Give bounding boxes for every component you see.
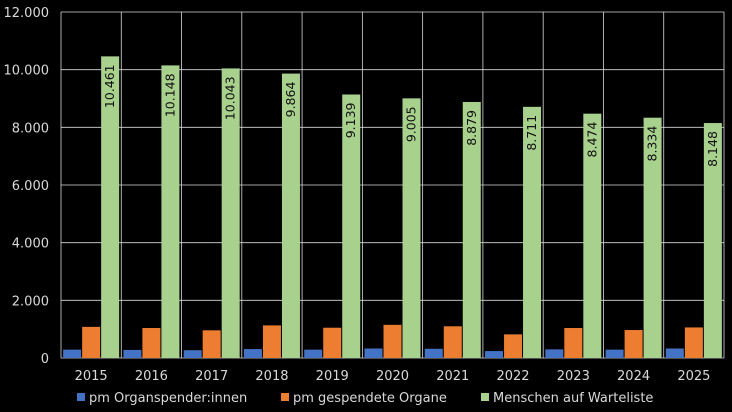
bar <box>462 101 481 358</box>
bar <box>243 349 262 358</box>
x-tick-label: 2019 <box>316 369 349 384</box>
bar-value-label: 8.334 <box>645 126 660 162</box>
bar <box>82 326 101 358</box>
legend-label: pm gespendete Organe <box>293 391 447 406</box>
bars <box>63 56 722 359</box>
y-tick-label: 12.000 <box>4 6 50 21</box>
bar <box>101 56 120 358</box>
bar <box>605 349 624 358</box>
bar <box>545 349 564 358</box>
bar <box>402 98 421 358</box>
bar <box>443 326 462 358</box>
legend-label: Menschen auf Warteliste <box>493 391 653 406</box>
bar <box>564 328 583 358</box>
bar <box>523 106 542 359</box>
grid-lines <box>60 11 725 359</box>
bar-value-label: 8.711 <box>524 115 539 151</box>
legend: pm Organspender:innen pm gespendete Organ… <box>77 391 653 406</box>
legend-item: pm Organspender:innen <box>77 391 247 406</box>
x-tick-label: 2020 <box>376 369 409 384</box>
bar <box>485 351 504 358</box>
bar-value-label: 9.005 <box>404 106 419 142</box>
x-tick-label: 2025 <box>677 369 710 384</box>
y-axis-tick-labels: 0 2.000 4.000 6.000 8.000 10.000 12.000 <box>4 6 50 367</box>
bar-value-label: 8.474 <box>584 122 599 158</box>
y-tick-label: 2.000 <box>12 294 49 309</box>
bar <box>304 349 323 358</box>
legend-item: pm gespendete Organe <box>281 391 447 406</box>
bar-value-label: 9.139 <box>343 102 358 138</box>
bar <box>183 350 202 358</box>
bar <box>342 94 361 359</box>
x-tick-label: 2015 <box>75 369 108 384</box>
bar <box>142 328 161 358</box>
data-labels: 10.461 10.148 10.043 9.864 9.139 9.005 8.879 8.… <box>102 64 720 166</box>
bar-value-label: 10.043 <box>223 76 238 120</box>
bar <box>221 68 240 359</box>
bar <box>703 123 722 358</box>
bar <box>63 349 82 358</box>
x-tick-label: 2023 <box>557 369 590 384</box>
bar <box>202 330 221 358</box>
legend-swatch <box>481 393 489 401</box>
bar <box>383 324 402 358</box>
bar <box>624 330 643 358</box>
legend-swatch <box>77 393 85 401</box>
bar <box>161 65 180 359</box>
x-tick-label: 2021 <box>436 369 469 384</box>
bar <box>504 334 523 358</box>
bar-value-label: 10.148 <box>162 73 177 117</box>
legend-item: Menschen auf Warteliste <box>481 391 653 406</box>
y-tick-label: 8.000 <box>12 121 49 136</box>
bar-value-label: 8.879 <box>464 110 479 146</box>
x-tick-label: 2024 <box>617 369 650 384</box>
legend-swatch <box>281 393 289 401</box>
x-tick-label: 2022 <box>496 369 529 384</box>
bar <box>323 327 342 358</box>
bar-value-label: 8.148 <box>705 131 720 167</box>
bar <box>583 113 602 358</box>
y-tick-label: 4.000 <box>12 237 49 252</box>
bar <box>281 73 300 358</box>
y-tick-label: 6.000 <box>12 179 49 194</box>
bar <box>665 348 684 358</box>
x-tick-label: 2017 <box>195 369 228 384</box>
bar <box>424 348 443 358</box>
x-axis-tick-labels: 2015 2016 2017 2018 2019 2020 2021 2022 2023 2024… <box>75 369 711 384</box>
bar <box>643 117 662 358</box>
legend-label: pm Organspender:innen <box>89 391 247 406</box>
bar <box>123 349 142 358</box>
bar <box>262 325 281 358</box>
bar <box>364 348 383 358</box>
y-tick-label: 10.000 <box>4 64 50 79</box>
bar-value-label: 9.864 <box>283 82 298 118</box>
y-tick-label: 0 <box>41 352 49 367</box>
bar <box>684 327 703 358</box>
x-tick-label: 2016 <box>135 369 168 384</box>
x-tick-label: 2018 <box>255 369 288 384</box>
bar-value-label: 10.461 <box>102 64 117 108</box>
